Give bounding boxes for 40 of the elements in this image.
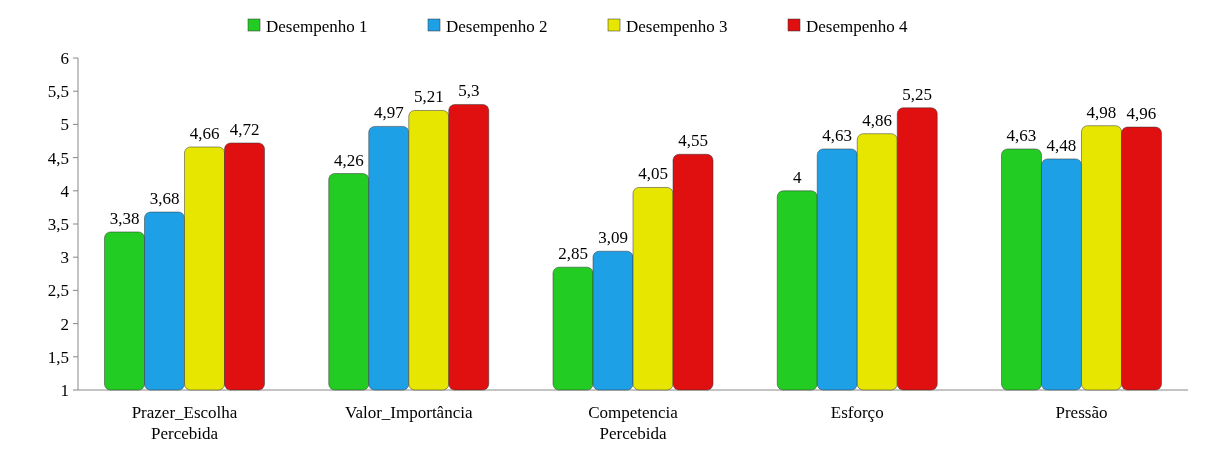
y-tick-label: 1,5 bbox=[47, 347, 69, 367]
y-tick-label: 6 bbox=[60, 48, 69, 68]
data-label: 4,96 bbox=[1126, 104, 1157, 124]
x-tick-label: Valor_Importância bbox=[345, 403, 473, 422]
data-label: 4,48 bbox=[1046, 135, 1077, 155]
legend-label: Desempenho 1 bbox=[266, 16, 368, 36]
data-label: 4 bbox=[792, 167, 802, 187]
data-label: 3,68 bbox=[149, 189, 180, 209]
x-tick-label: Competencia Percebida bbox=[588, 403, 679, 443]
legend-label: Desempenho 3 bbox=[626, 16, 728, 36]
data-label: 3,38 bbox=[109, 208, 140, 228]
y-tick-label: 3,5 bbox=[47, 214, 69, 234]
data-label: 4,63 bbox=[822, 125, 853, 145]
data-label: 5,3 bbox=[458, 81, 480, 101]
data-label: 4,55 bbox=[678, 131, 708, 151]
data-label: 4,05 bbox=[638, 164, 668, 184]
y-tick-label: 4,5 bbox=[47, 148, 69, 168]
data-label: 4,63 bbox=[1006, 125, 1037, 145]
x-tick-label: Pressão bbox=[1055, 403, 1108, 422]
legend-label: Desempenho 4 bbox=[806, 16, 908, 36]
data-label: 5,21 bbox=[413, 87, 444, 107]
y-tick-label: 2 bbox=[60, 314, 69, 334]
y-tick-label: 4 bbox=[60, 181, 70, 201]
data-label: 5,25 bbox=[902, 84, 933, 104]
data-label: 2,85 bbox=[558, 244, 588, 264]
data-label: 4,98 bbox=[1086, 102, 1117, 122]
y-tick-label: 3 bbox=[60, 248, 69, 268]
data-label: 3,09 bbox=[598, 228, 628, 248]
y-tick-label: 5,5 bbox=[47, 82, 69, 102]
x-tick-label: Esforço bbox=[830, 403, 884, 422]
data-label: 4,66 bbox=[189, 123, 220, 143]
y-tick-label: 2,5 bbox=[47, 281, 69, 301]
legend-label: Desempenho 2 bbox=[446, 16, 548, 36]
data-label: 4,86 bbox=[862, 110, 893, 130]
y-tick-label: 1 bbox=[60, 380, 69, 400]
data-label: 4,97 bbox=[373, 103, 405, 123]
x-tick-label: Prazer_Escolha Percebida bbox=[131, 403, 238, 443]
y-tick-label: 5 bbox=[60, 115, 69, 135]
data-label: 4,72 bbox=[229, 119, 260, 139]
data-label: 4,26 bbox=[333, 150, 364, 170]
